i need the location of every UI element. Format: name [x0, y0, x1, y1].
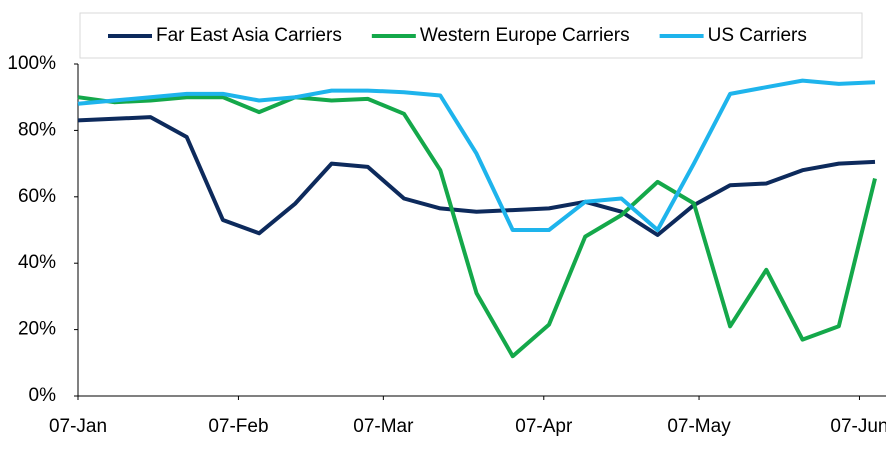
legend-label: Western Europe Carriers	[420, 25, 630, 46]
x-tick-label: 07-Jun	[830, 416, 886, 437]
y-tick-label: 0%	[29, 385, 57, 406]
y-tick-label: 100%	[7, 53, 56, 74]
legend-label: Far East Asia Carriers	[156, 25, 342, 46]
legend-label: US Carriers	[708, 25, 807, 46]
x-tick-label: 07-Mar	[353, 416, 414, 437]
y-tick-label: 20%	[18, 319, 56, 340]
y-tick-label: 60%	[18, 186, 56, 207]
x-tick-label: 07-Jan	[49, 416, 107, 437]
series-line	[77, 115, 876, 237]
x-tick-label: 07-Feb	[208, 416, 268, 437]
y-tick-label: 80%	[18, 119, 56, 140]
legend-box	[79, 12, 863, 59]
y-tick-label: 40%	[18, 252, 56, 273]
legend: Far East Asia Carriers Western Europe Car…	[108, 25, 807, 46]
x-tick-label: 07-May	[667, 416, 731, 437]
x-tick-label: 07-Apr	[515, 416, 573, 437]
series-line	[77, 78, 876, 232]
series-line	[77, 95, 877, 359]
